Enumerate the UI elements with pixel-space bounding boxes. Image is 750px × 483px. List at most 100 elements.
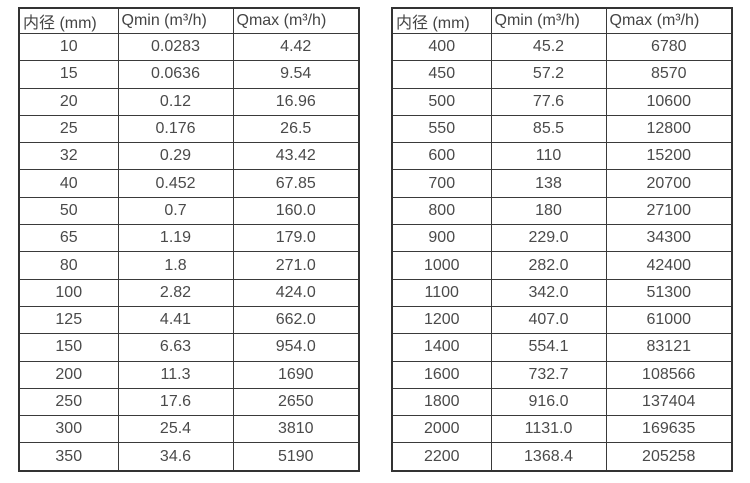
table-cell: 500 — [391, 87, 492, 116]
table-cell: 554.1 — [490, 333, 607, 362]
table-cell: 1.8 — [117, 251, 234, 280]
table-cell: 9.54 — [232, 60, 360, 89]
table-cell: 1800 — [391, 387, 492, 417]
table-body: 10 0.0283 4.42 15 0.0636 9.54 20 0.12 16.96 25 0.1… — [18, 32, 360, 472]
table-cell: 0.0283 — [117, 32, 234, 62]
table-cell: 342.0 — [490, 278, 607, 307]
table-cell: 1600 — [391, 360, 492, 389]
table-cell: 0.29 — [117, 142, 234, 171]
table-row: 300 25.4 3810 — [18, 415, 360, 444]
table-cell: 169635 — [605, 415, 733, 444]
col-header-inner-diameter: 内径 (mm) — [391, 7, 492, 34]
table-cell: 1690 — [232, 360, 360, 389]
table-cell: 700 — [391, 169, 492, 198]
table-cell: 1200 — [391, 305, 492, 335]
table-cell: 662.0 — [232, 305, 360, 335]
table-cell: 77.6 — [490, 87, 607, 116]
table-cell: 108566 — [605, 360, 733, 389]
col-header-qmax: Qmax (m³/h) — [232, 7, 360, 34]
table-row: 1600 732.7 108566 — [391, 360, 733, 389]
table-cell: 0.0636 — [117, 60, 234, 89]
table-cell: 160.0 — [232, 196, 360, 226]
table-cell: 25.4 — [117, 415, 234, 444]
table-cell: 400 — [391, 32, 492, 62]
table-cell: 179.0 — [232, 224, 360, 253]
table-row: 550 85.5 12800 — [391, 114, 733, 144]
table-cell: 6780 — [605, 32, 733, 62]
table-cell: 85.5 — [490, 114, 607, 144]
table-row: 125 4.41 662.0 — [18, 305, 360, 335]
header-row: 内径 (mm) Qmin (m³/h) Qmax (m³/h) — [391, 7, 733, 34]
table-cell: 3810 — [232, 415, 360, 444]
table-cell: 80 — [18, 251, 119, 280]
table-cell: 50 — [18, 196, 119, 226]
table-row: 1000 282.0 42400 — [391, 251, 733, 280]
table-row: 25 0.176 26.5 — [18, 114, 360, 144]
table-cell: 2000 — [391, 415, 492, 444]
table-cell: 1100 — [391, 278, 492, 307]
table-cell: 1.19 — [117, 224, 234, 253]
table-cell: 11.3 — [117, 360, 234, 389]
table-row: 32 0.29 43.42 — [18, 142, 360, 171]
table-cell: 2.82 — [117, 278, 234, 307]
table-cell: 180 — [490, 196, 607, 226]
table-row: 20 0.12 16.96 — [18, 87, 360, 116]
table-cell: 16.96 — [232, 87, 360, 116]
table-cell: 83121 — [605, 333, 733, 362]
table-row: 80 1.8 271.0 — [18, 251, 360, 280]
table-cell: 271.0 — [232, 251, 360, 280]
table-cell: 1368.4 — [490, 442, 607, 472]
flow-table-small-diameters: 内径 (mm) Qmin (m³/h) Qmax (m³/h) 10 0.0283… — [18, 7, 360, 472]
table-cell: 6.63 — [117, 333, 234, 362]
table-cell: 350 — [18, 442, 119, 472]
table-cell: 300 — [18, 415, 119, 444]
table-cell: 0.452 — [117, 169, 234, 198]
table-cell: 65 — [18, 224, 119, 253]
table-cell: 110 — [490, 142, 607, 171]
table-cell: 900 — [391, 224, 492, 253]
table-cell: 800 — [391, 196, 492, 226]
table-cell: 8570 — [605, 60, 733, 89]
flow-table-large-diameters: 内径 (mm) Qmin (m³/h) Qmax (m³/h) 400 45.2 6… — [391, 7, 733, 472]
table-cell: 200 — [18, 360, 119, 389]
table-cell: 1131.0 — [490, 415, 607, 444]
table-row: 1400 554.1 83121 — [391, 333, 733, 362]
table-row: 500 77.6 10600 — [391, 87, 733, 116]
table-row: 100 2.82 424.0 — [18, 278, 360, 307]
table-cell: 10 — [18, 32, 119, 62]
table-cell: 34300 — [605, 224, 733, 253]
table-row: 900 229.0 34300 — [391, 224, 733, 253]
table-cell: 10600 — [605, 87, 733, 116]
table-cell: 250 — [18, 387, 119, 417]
table-row: 15 0.0636 9.54 — [18, 60, 360, 89]
table-cell: 0.12 — [117, 87, 234, 116]
table-row: 1800 916.0 137404 — [391, 387, 733, 417]
table-cell: 51300 — [605, 278, 733, 307]
table-row: 250 17.6 2650 — [18, 387, 360, 417]
table-cell: 229.0 — [490, 224, 607, 253]
table-row: 150 6.63 954.0 — [18, 333, 360, 362]
table-cell: 0.7 — [117, 196, 234, 226]
col-header-qmin: Qmin (m³/h) — [117, 7, 234, 34]
table-cell: 15 — [18, 60, 119, 89]
table-cell: 42400 — [605, 251, 733, 280]
table-row: 400 45.2 6780 — [391, 32, 733, 62]
table-cell: 25 — [18, 114, 119, 144]
col-header-qmax: Qmax (m³/h) — [605, 7, 733, 34]
table-cell: 916.0 — [490, 387, 607, 417]
table-cell: 2200 — [391, 442, 492, 472]
table-cell: 954.0 — [232, 333, 360, 362]
table-cell: 32 — [18, 142, 119, 171]
table-row: 1200 407.0 61000 — [391, 305, 733, 335]
table-cell: 732.7 — [490, 360, 607, 389]
table-cell: 43.42 — [232, 142, 360, 171]
table-cell: 40 — [18, 169, 119, 198]
table-cell: 4.41 — [117, 305, 234, 335]
table-cell: 150 — [18, 333, 119, 362]
table-cell: 0.176 — [117, 114, 234, 144]
table-cell: 57.2 — [490, 60, 607, 89]
col-header-inner-diameter: 内径 (mm) — [18, 7, 119, 34]
table-cell: 12800 — [605, 114, 733, 144]
table-cell: 20700 — [605, 169, 733, 198]
